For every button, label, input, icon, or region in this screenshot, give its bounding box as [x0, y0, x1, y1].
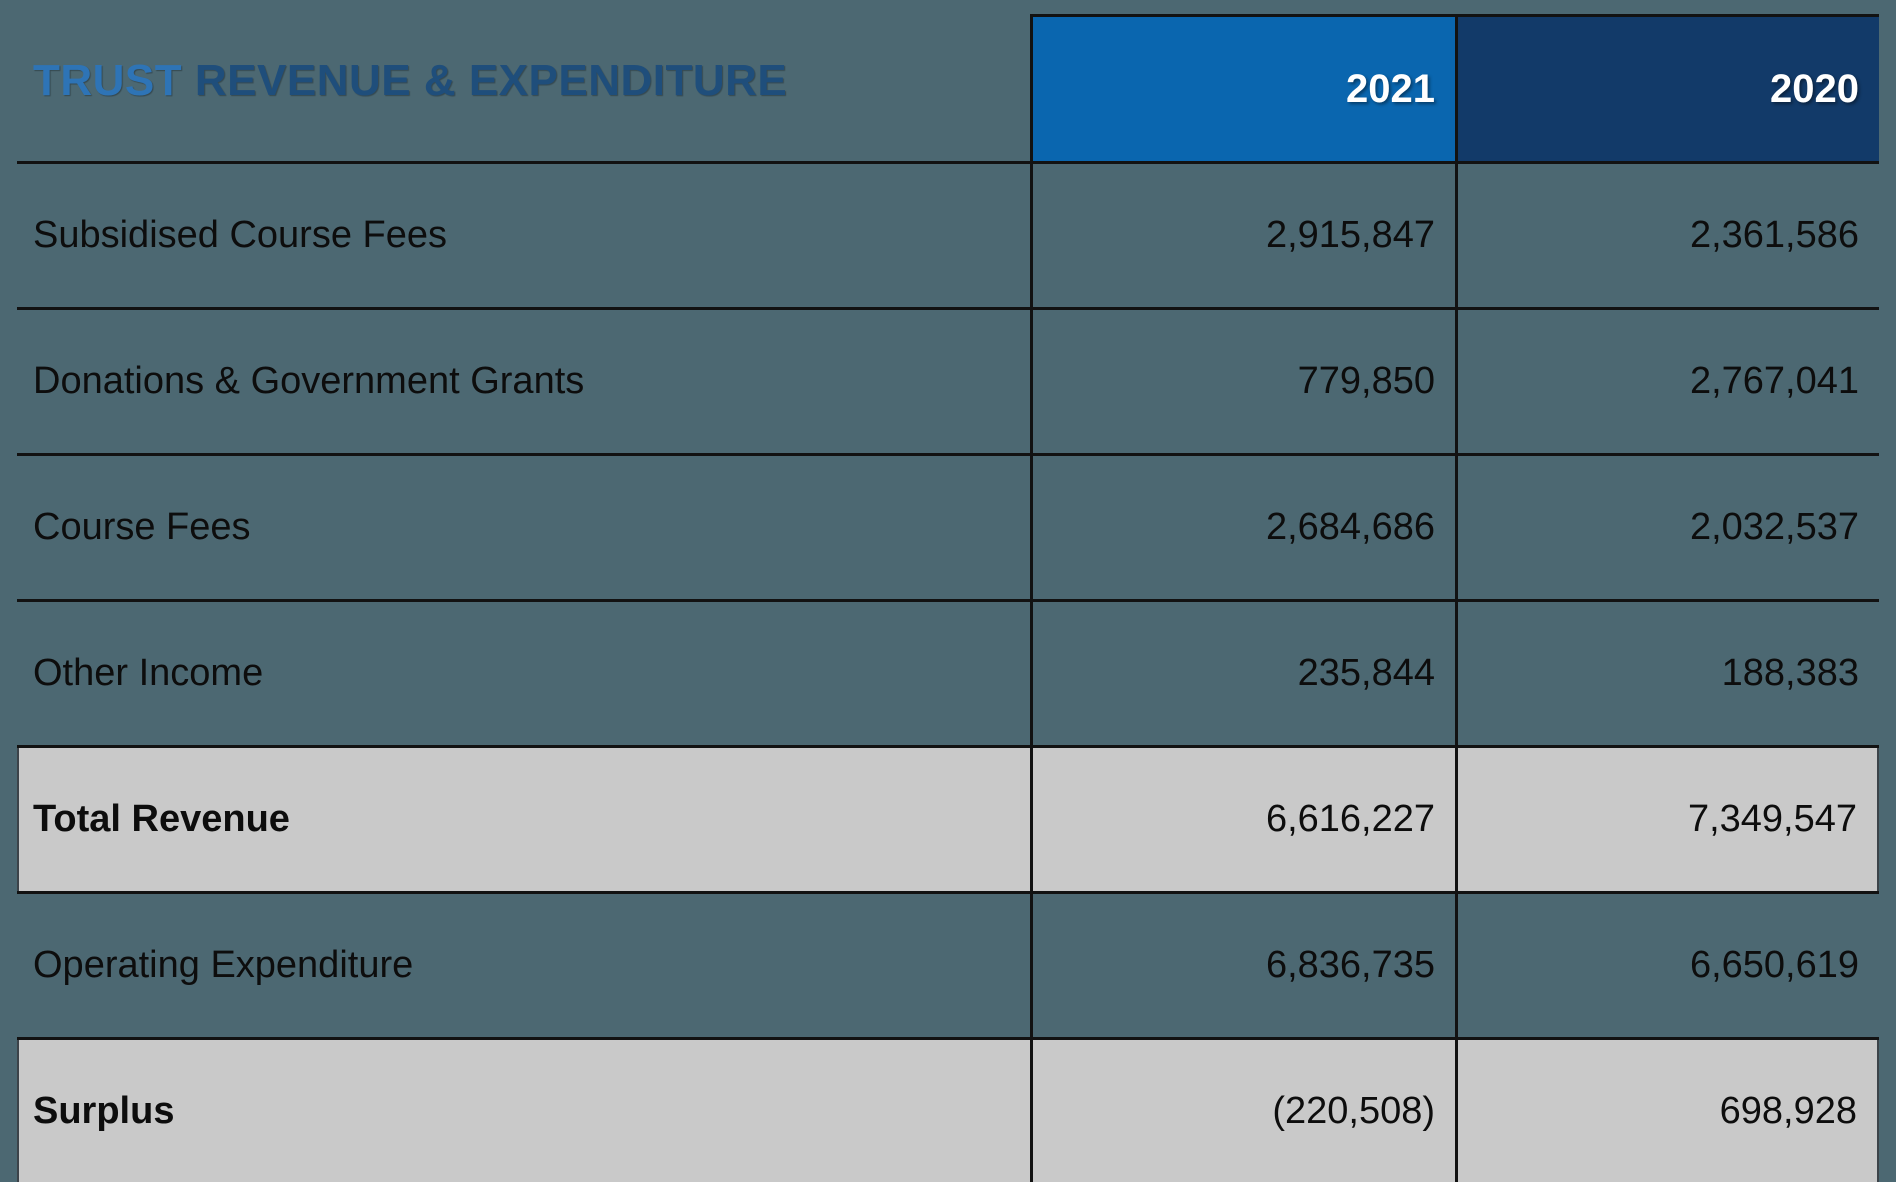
- row-label: Operating Expenditure: [33, 944, 414, 986]
- value-2020: 7,349,547: [1455, 748, 1879, 891]
- value-2021: (220,508): [1030, 1040, 1455, 1182]
- table-header-row: TRUST REVENUE & EXPENDITURE 2021 2020: [17, 0, 1879, 164]
- revenue-expenditure-table: TRUST REVENUE & EXPENDITURE 2021 2020 Su…: [17, 0, 1879, 1182]
- value-2021: 6,616,227: [1030, 748, 1455, 891]
- table-row-surplus: Surplus (220,508) 698,928: [17, 1040, 1879, 1182]
- value-2020: 2,767,041: [1455, 310, 1879, 453]
- row-label: Donations & Government Grants: [33, 360, 585, 402]
- value-2021: 2,915,847: [1030, 164, 1455, 307]
- row-label: Course Fees: [33, 506, 251, 548]
- value-2020: 6,650,619: [1455, 894, 1879, 1037]
- value-2020: 2,032,537: [1455, 456, 1879, 599]
- value-2020: 188,383: [1455, 602, 1879, 745]
- column-header-2020: 2020: [1455, 14, 1879, 161]
- value-2020: 698,928: [1455, 1040, 1879, 1182]
- table-title: TRUST REVENUE & EXPENDITURE: [17, 0, 1030, 161]
- table-row-subsidised-course-fees: Subsidised Course Fees 2,915,847 2,361,5…: [17, 164, 1879, 310]
- value-2020: 2,361,586: [1455, 164, 1879, 307]
- table-row-donations-government-grants: Donations & Government Grants 779,850 2,…: [17, 310, 1879, 456]
- row-label: Other Income: [33, 652, 264, 694]
- row-label: Total Revenue: [17, 748, 1030, 891]
- table-title-revenue-expenditure: REVENUE & EXPENDITURE: [182, 55, 788, 105]
- value-2021: 2,684,686: [1030, 456, 1455, 599]
- value-2021: 779,850: [1030, 310, 1455, 453]
- row-label: Subsidised Course Fees: [33, 214, 447, 256]
- table-row-course-fees: Course Fees 2,684,686 2,032,537: [17, 456, 1879, 602]
- table-row-other-income: Other Income 235,844 188,383: [17, 602, 1879, 748]
- value-2021: 235,844: [1030, 602, 1455, 745]
- table-row-operating-expenditure: Operating Expenditure 6,836,735 6,650,61…: [17, 894, 1879, 1040]
- column-header-2021: 2021: [1030, 14, 1455, 161]
- table-title-trust: TRUST: [33, 55, 183, 105]
- value-2021: 6,836,735: [1030, 894, 1455, 1037]
- row-label: Surplus: [17, 1040, 1030, 1182]
- table-row-total-revenue: Total Revenue 6,616,227 7,349,547: [17, 748, 1879, 894]
